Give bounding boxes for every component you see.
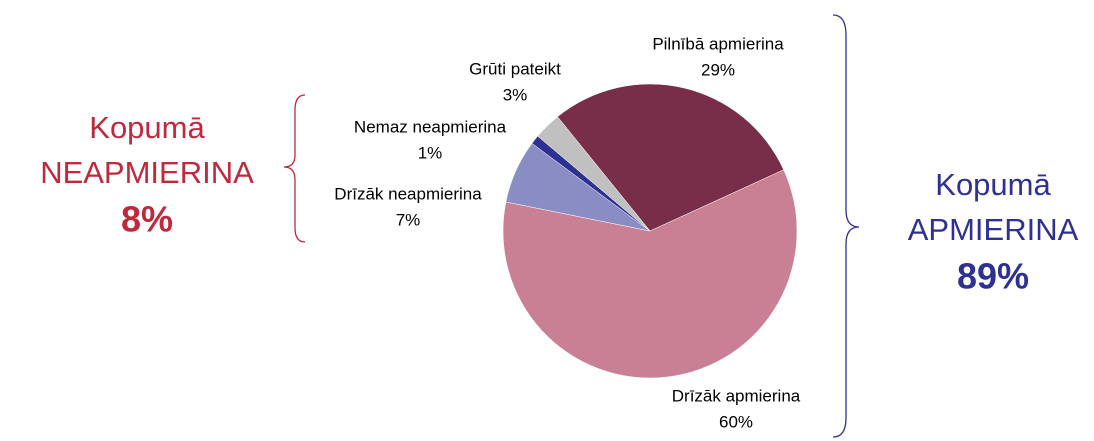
slice-value: 3% xyxy=(503,85,528,104)
right-brace xyxy=(832,14,860,438)
slice-value: 1% xyxy=(418,143,443,162)
pie-slice xyxy=(502,169,798,379)
slice-label: Grūti pateikt xyxy=(469,59,561,78)
left-annotation: Kopumā NEAPMIERINA 8% xyxy=(40,110,254,239)
annotation-line: APMIERINA xyxy=(908,212,1079,247)
pie-slice xyxy=(537,116,651,232)
slice-label: Drīzāk neapmierina xyxy=(334,184,482,203)
annotation-total: 8% xyxy=(121,199,173,240)
annotation-line: NEAPMIERINA xyxy=(40,155,254,190)
slice-value: 60% xyxy=(719,412,753,431)
slice-value: 7% xyxy=(396,210,421,229)
slice-label: Pilnībā apmierina xyxy=(652,34,784,53)
left-brace xyxy=(283,94,306,243)
pie-slice xyxy=(557,83,784,232)
annotation-line: Kopumā xyxy=(935,167,1051,202)
annotation-line: Kopumā xyxy=(89,110,205,145)
slice-value: 29% xyxy=(701,60,735,79)
right-annotation: Kopumā APMIERINA 89% xyxy=(908,167,1079,296)
annotation-total: 89% xyxy=(957,256,1029,297)
slice-label: Drīzāk apmierina xyxy=(672,386,801,405)
slice-label: Nemaz neapmierina xyxy=(354,117,507,136)
